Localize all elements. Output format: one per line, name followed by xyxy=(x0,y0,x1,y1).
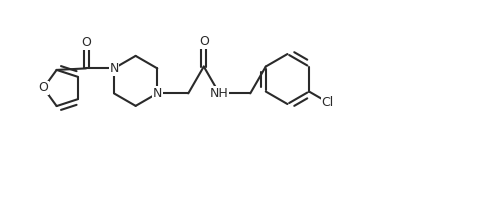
Text: O: O xyxy=(199,35,209,48)
Text: N: N xyxy=(109,62,119,75)
Text: O: O xyxy=(39,82,49,95)
Text: NH: NH xyxy=(210,87,229,100)
Text: Cl: Cl xyxy=(321,96,334,109)
Text: N: N xyxy=(109,62,119,75)
Text: O: O xyxy=(81,36,91,49)
Text: N: N xyxy=(152,87,162,100)
